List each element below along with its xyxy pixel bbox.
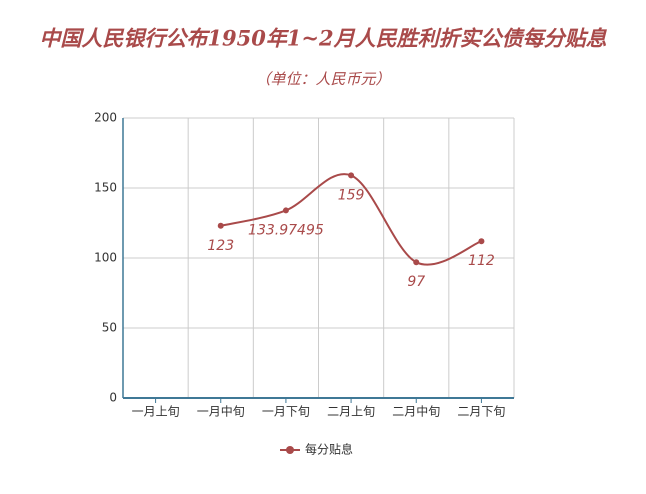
x-tick-label: 二月上旬 xyxy=(327,405,375,419)
data-point xyxy=(413,259,420,266)
data-point xyxy=(348,172,355,179)
value-label: 97 xyxy=(407,274,425,290)
y-tick-label: 150 xyxy=(94,181,117,195)
value-label: 133.97495 xyxy=(248,222,324,238)
x-tick-label: 一月中旬 xyxy=(197,404,245,419)
x-tick-label: 二月下旬 xyxy=(457,405,505,419)
y-tick-label: 50 xyxy=(102,321,117,335)
value-label: 123 xyxy=(207,238,234,254)
legend-label: 每分贴息 xyxy=(305,442,353,457)
legend-icon-dot xyxy=(286,446,294,454)
x-tick-label: 二月中旬 xyxy=(392,404,440,419)
y-tick-label: 100 xyxy=(94,251,117,265)
data-point xyxy=(282,207,289,214)
value-label: 112 xyxy=(468,253,495,269)
data-point xyxy=(478,238,485,245)
chart-title: 中国人民银行公布1950年1~2月人民胜利折实公债每分贴息 xyxy=(39,26,607,51)
y-tick-label: 0 xyxy=(109,391,117,405)
chart-subtitle: （单位：人民币元） xyxy=(255,70,390,88)
x-tick-label: 一月上旬 xyxy=(132,405,180,419)
x-tick-label: 一月下旬 xyxy=(262,405,310,419)
data-point xyxy=(217,222,224,229)
value-label: 159 xyxy=(338,187,365,203)
y-tick-label: 200 xyxy=(94,111,117,125)
